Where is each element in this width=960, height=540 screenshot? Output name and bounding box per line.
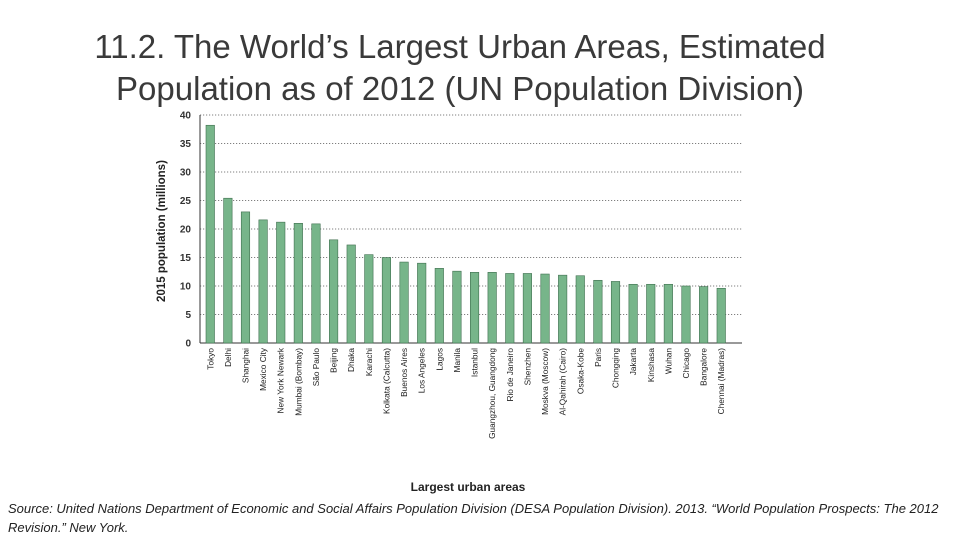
bar — [346, 244, 356, 344]
source-note: Source: United Nations Department of Eco… — [8, 501, 939, 535]
x-tick-label: Mexico City — [258, 347, 268, 391]
bar — [593, 279, 603, 344]
x-tick-label: Kolkata (Calcutta) — [381, 348, 391, 414]
bar — [223, 197, 233, 344]
x-tick-label: Al-Qahirah (Cairo) — [558, 348, 568, 416]
x-tick-label: Shenzhen — [522, 348, 532, 386]
bar — [575, 275, 585, 344]
bar — [716, 287, 726, 344]
bar — [434, 268, 444, 344]
bar — [540, 273, 550, 344]
bar — [205, 124, 215, 344]
bar — [505, 273, 515, 344]
x-tick-label: Tokyo — [205, 348, 215, 370]
bar — [381, 257, 392, 344]
slide-title-line-1: 11.2. The World’s Largest Urban Areas, E… — [94, 28, 826, 65]
x-tick-label: São Paulo — [311, 348, 321, 387]
y-tick-label: 30 — [180, 168, 192, 179]
bar-chart: 0 5 10 15 20 25 30 35 40 Tokyo Delhi Shanghai Mexico… — [156, 111, 742, 494]
bar — [399, 261, 409, 344]
bar — [522, 273, 532, 344]
bar — [628, 283, 638, 344]
x-tick-label: New York Newark — [276, 347, 286, 413]
y-tick-label: 5 — [185, 310, 191, 321]
bar — [610, 281, 621, 344]
y-tick-label: 35 — [180, 139, 192, 150]
y-axis-label: 2015 population (millions) — [156, 160, 168, 302]
x-tick-label: Shanghai — [240, 348, 250, 383]
x-tick-label: Chicago — [681, 348, 691, 379]
x-tick-label: Manila — [452, 348, 462, 373]
x-tick-label: Jakarta — [628, 348, 638, 376]
x-tick-label: Chongqing — [611, 348, 621, 389]
x-tick-label: Moskva (Moscow) — [540, 348, 550, 415]
x-tick-label: Buenos Aires — [399, 348, 409, 397]
bar — [452, 270, 462, 344]
x-tick-label: Chennai (Madras) — [716, 348, 726, 415]
bar — [469, 272, 480, 344]
x-tick-label: Istanbul — [470, 348, 480, 377]
x-axis-label: Largest urban areas — [411, 480, 526, 494]
bar — [699, 286, 709, 344]
bar — [558, 274, 568, 344]
bar — [276, 221, 286, 344]
x-tick-label: Kinshasa — [646, 348, 656, 383]
x-tick-label: Osaka-Kobe — [575, 348, 585, 395]
bar — [240, 211, 251, 344]
bar — [663, 283, 673, 344]
x-tick-label: Guangzhou, Guangdong — [487, 348, 497, 439]
bar — [646, 283, 656, 344]
slide-title-line-2: Population as of 2012 (UN Population Div… — [116, 70, 804, 107]
x-tick-label: Los Angeles — [417, 348, 427, 393]
y-tick-label: 10 — [180, 282, 192, 293]
x-tick-label: Karachi — [364, 348, 374, 376]
x-tick-label: Dhaka — [346, 348, 356, 372]
x-tick-label: Lagos — [434, 348, 444, 371]
x-tick-label: Mumbai (Bombay) — [293, 348, 303, 416]
bar — [417, 262, 427, 344]
bar — [329, 239, 339, 344]
y-tick-label: 0 — [185, 339, 191, 350]
y-tick-label: 40 — [180, 111, 192, 122]
x-tick-label: Delhi — [223, 348, 233, 367]
y-tick-label: 25 — [180, 196, 192, 207]
y-tick-label: 15 — [180, 253, 192, 264]
x-tick-label: Wuhan — [663, 348, 673, 375]
bar — [293, 223, 303, 344]
bar — [311, 223, 321, 344]
y-tick-label: 20 — [180, 225, 192, 236]
slide-title: 11.2. The World’s Largest Urban Areas, E… — [0, 26, 920, 110]
bar — [487, 272, 497, 344]
bar — [258, 219, 268, 344]
x-tick-label: Rio de Janeiro — [505, 348, 515, 402]
x-tick-label: Beijing — [329, 348, 339, 373]
x-tick-label: Paris — [593, 348, 603, 367]
bar — [364, 254, 374, 344]
x-tick-label: Bangalore — [699, 348, 709, 386]
bar — [681, 285, 691, 344]
